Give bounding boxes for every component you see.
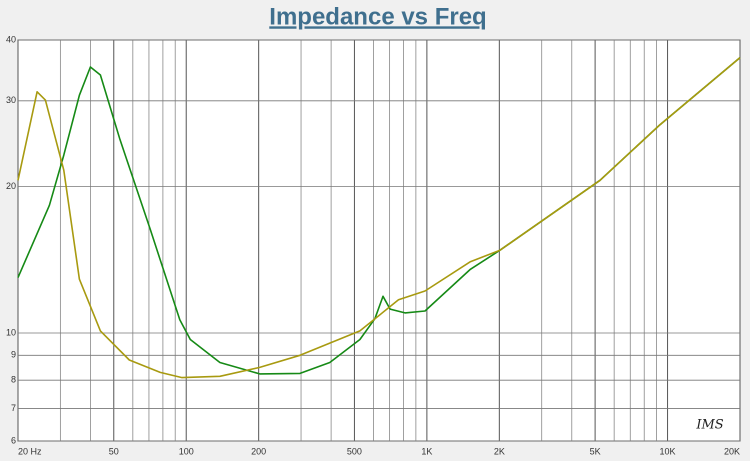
- chart-title: Impedance vs Freq: [269, 3, 486, 30]
- x-tick-label: 10K: [660, 446, 676, 456]
- annotation: IMS: [695, 418, 723, 433]
- y-tick-label: 8: [11, 375, 16, 385]
- x-tick-label: 20K: [724, 446, 740, 456]
- y-tick-label: 40: [6, 34, 16, 44]
- x-tick-label: 200: [251, 446, 266, 456]
- plot-area: [17, 39, 741, 442]
- y-tick-label: 6: [11, 435, 16, 445]
- x-tick-label: 50: [109, 446, 119, 456]
- impedance-curve: [17, 56, 741, 375]
- x-tick-label: 2K: [494, 446, 505, 456]
- x-tick-label: 20 Hz: [18, 446, 42, 456]
- y-tick-label: 30: [6, 95, 16, 105]
- x-tick-label: 500: [347, 446, 362, 456]
- impedance-curve: [17, 56, 741, 379]
- y-tick-label: 20: [6, 181, 16, 191]
- y-tick-label: 10: [6, 327, 16, 337]
- x-tick-label: 5K: [590, 446, 601, 456]
- y-tick-label: 9: [11, 350, 16, 360]
- y-tick-label: 7: [11, 403, 16, 413]
- x-tick-label: 100: [179, 446, 194, 456]
- x-tick-label: 1K: [421, 446, 432, 456]
